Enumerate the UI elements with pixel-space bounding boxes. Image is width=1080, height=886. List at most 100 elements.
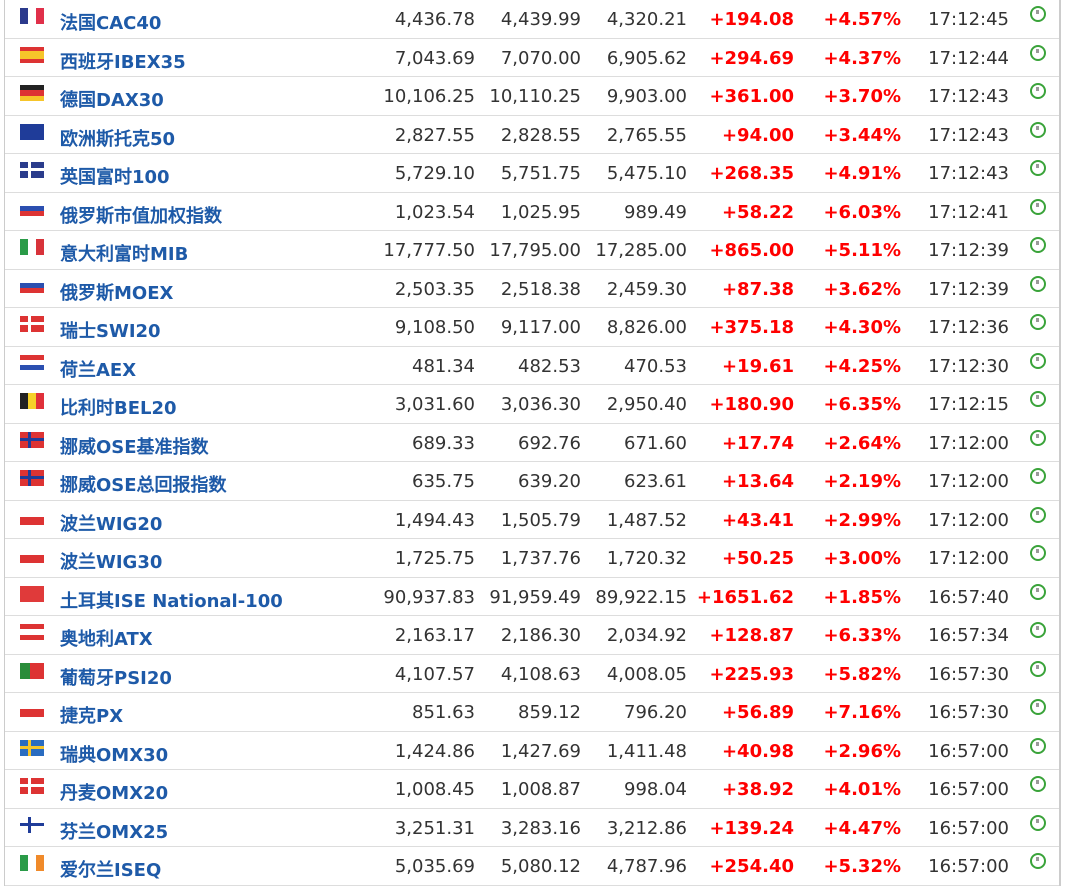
clock-icon[interactable] (1030, 468, 1046, 484)
index-name-link[interactable]: 爱尔兰ISEQ (60, 860, 162, 881)
clock-icon[interactable] (1030, 545, 1046, 561)
clock-icon[interactable] (1030, 660, 1046, 677)
cell-low: 4,320.21 (606, 9, 687, 30)
cell-last: 1,725.75 (394, 548, 475, 569)
clock-icon[interactable] (1030, 237, 1046, 253)
index-name-link[interactable]: 挪威OSE总回报指数 (60, 475, 227, 496)
cell-pct: +2.64% (823, 432, 901, 454)
clock-icon[interactable] (1030, 160, 1046, 176)
cell-high: 91,959.49 (489, 586, 581, 608)
cell-chg: +17.74 (721, 432, 794, 454)
index-name-link[interactable]: 葡萄牙PSI20 (60, 667, 172, 689)
clock-icon[interactable] (1030, 198, 1046, 215)
clock-icon[interactable] (1030, 44, 1046, 61)
cell-pct: +7.16% (823, 702, 901, 723)
cell-last: 1,494.43 (394, 509, 475, 531)
cell-pct: +2.19% (823, 471, 901, 492)
clock-icon[interactable] (1030, 121, 1046, 138)
cell-time: 16:57:00 (928, 740, 1009, 762)
table-row: 瑞典OMX30 1,424.86 1,427.69 1,411.48 +40.98 +2.… (5, 732, 1059, 770)
index-name-link[interactable]: 土耳其ISE National-100 (60, 590, 283, 612)
flag-uk-icon (20, 162, 44, 178)
index-name-link[interactable]: 德国DAX30 (60, 90, 164, 111)
cell-pct: +5.82% (823, 663, 901, 685)
index-name-link[interactable]: 瑞典OMX30 (60, 744, 169, 766)
cell-last: 481.34 (412, 355, 475, 377)
index-name-link[interactable]: 波兰WIG30 (60, 552, 163, 573)
flag-ie-icon (20, 855, 44, 871)
index-name-link[interactable]: 英国富时100 (60, 167, 170, 188)
cell-last: 10,106.25 (383, 86, 475, 107)
cell-time: 17:12:00 (928, 432, 1009, 454)
clock-icon[interactable] (1030, 853, 1046, 869)
cell-chg: +139.24 (709, 817, 794, 839)
clock-icon[interactable] (1030, 699, 1046, 715)
cell-time: 17:12:43 (928, 86, 1009, 107)
index-name-link[interactable]: 挪威OSE基准指数 (60, 436, 209, 458)
clock-icon[interactable] (1030, 314, 1046, 330)
clock-icon[interactable] (1030, 6, 1046, 22)
cell-high: 2,186.30 (500, 625, 581, 646)
cell-pct: +3.00% (823, 548, 901, 569)
clock-icon[interactable] (1030, 737, 1046, 754)
cell-low: 3,212.86 (606, 817, 687, 839)
table-row: 比利时BEL20 3,031.60 3,036.30 2,950.40 +180.90 +… (5, 385, 1059, 424)
clock-icon[interactable] (1030, 583, 1046, 600)
cell-low: 1,411.48 (606, 740, 687, 762)
cell-last: 7,043.69 (394, 47, 475, 69)
cell-chg: +865.00 (709, 240, 794, 261)
index-name-link[interactable]: 瑞士SWI20 (60, 321, 161, 342)
cell-time: 16:57:30 (928, 663, 1009, 685)
cell-chg: +194.08 (709, 9, 794, 30)
index-name-link[interactable]: 意大利富时MIB (60, 244, 189, 265)
clock-icon[interactable] (1030, 352, 1046, 369)
cell-time: 17:12:41 (928, 201, 1009, 223)
cell-high: 7,070.00 (500, 47, 581, 69)
cell-chg: +294.69 (709, 47, 794, 69)
index-name-link[interactable]: 波兰WIG20 (60, 513, 163, 535)
index-name-link[interactable]: 欧洲斯托克50 (60, 128, 176, 150)
index-name-link[interactable]: 奥地利ATX (60, 629, 153, 650)
clock-icon[interactable] (1030, 506, 1046, 523)
clock-icon[interactable] (1030, 83, 1046, 99)
cell-low: 6,905.62 (606, 47, 687, 69)
cell-chg: +13.64 (721, 471, 794, 492)
flag-tr-icon (20, 585, 44, 602)
cell-high: 1,427.69 (500, 740, 581, 762)
index-name-link[interactable]: 捷克PX (60, 706, 124, 727)
cell-pct: +4.01% (823, 779, 901, 800)
flag-cz-icon (20, 701, 44, 717)
flag-dk-icon (20, 778, 44, 794)
flag-se-icon (20, 739, 44, 756)
index-name-link[interactable]: 荷兰AEX (60, 359, 137, 381)
cell-time: 17:12:44 (928, 47, 1009, 69)
index-name-link[interactable]: 比利时BEL20 (60, 398, 177, 419)
table-row: 欧洲斯托克50 2,827.55 2,828.55 2,765.55 +94.00 +3.… (5, 116, 1059, 154)
index-name-link[interactable]: 丹麦OMX20 (60, 783, 169, 804)
clock-icon[interactable] (1030, 275, 1046, 292)
clock-icon[interactable] (1030, 814, 1046, 831)
cell-chg: +56.89 (721, 702, 794, 723)
cell-pct: +5.32% (823, 856, 901, 877)
cell-high: 1,025.95 (500, 201, 581, 223)
cell-time: 16:57:00 (928, 856, 1009, 877)
cell-high: 1,008.87 (500, 779, 581, 800)
clock-icon[interactable] (1030, 622, 1046, 638)
table-row: 丹麦OMX20 1,008.45 1,008.87 998.04 +38.92 +4.01… (5, 770, 1059, 809)
clock-icon[interactable] (1030, 776, 1046, 792)
clock-icon[interactable] (1030, 429, 1046, 446)
cell-time: 17:12:45 (928, 9, 1009, 30)
index-name-link[interactable]: 俄罗斯市值加权指数 (60, 205, 222, 227)
index-name-link[interactable]: 芬兰OMX25 (60, 821, 169, 843)
cell-last: 4,436.78 (394, 9, 475, 30)
cell-chg: +225.93 (709, 663, 794, 685)
flag-nl-icon (20, 354, 44, 371)
cell-last: 1,023.54 (394, 201, 475, 223)
clock-icon[interactable] (1030, 391, 1046, 407)
cell-high: 9,117.00 (500, 317, 581, 338)
index-name-link[interactable]: 法国CAC40 (60, 13, 162, 34)
cell-high: 2,518.38 (500, 278, 581, 300)
index-name-link[interactable]: 西班牙IBEX35 (60, 51, 186, 73)
index-name-link[interactable]: 俄罗斯MOEX (60, 282, 174, 304)
table-row: 爱尔兰ISEQ 5,035.69 5,080.12 4,787.96 +254.40 +5… (5, 847, 1059, 886)
